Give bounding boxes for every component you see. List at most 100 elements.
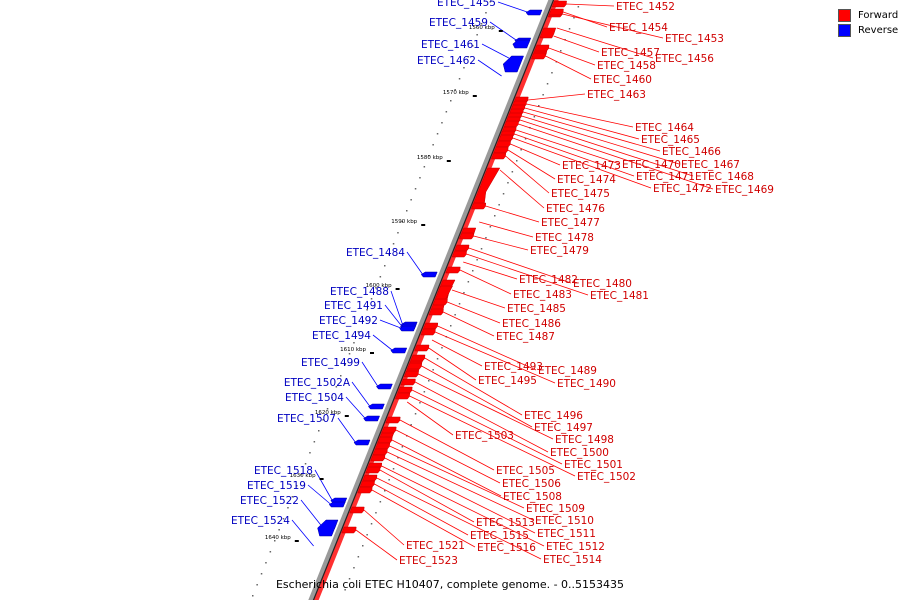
reverse-gene-feature[interactable] <box>420 271 438 278</box>
forward-gene-label[interactable]: ETEC_1496 <box>524 410 583 422</box>
forward-gene-label[interactable]: ETEC_1483 <box>513 289 572 301</box>
forward-gene-label[interactable]: ETEC_1454 <box>609 22 668 34</box>
forward-gene-label[interactable]: ETEC_1472 <box>653 183 712 195</box>
forward-gene-feature[interactable] <box>385 416 401 424</box>
forward-gene-label[interactable]: ETEC_1474 <box>557 174 616 186</box>
forward-gene-label[interactable]: ETEC_1513 <box>476 517 535 529</box>
forward-gene-feature[interactable] <box>375 442 391 450</box>
legend-reverse[interactable]: Reverse <box>838 23 898 38</box>
forward-gene-feature[interactable] <box>365 466 381 474</box>
forward-gene-feature[interactable] <box>493 146 509 154</box>
forward-gene-feature[interactable] <box>498 134 514 142</box>
forward-gene-label[interactable]: ETEC_1482 <box>519 274 578 286</box>
forward-gene-label[interactable]: ETEC_1500 <box>550 447 609 459</box>
forward-gene-feature[interactable] <box>445 266 461 274</box>
reverse-gene-label[interactable]: ETEC_1461 <box>421 39 480 51</box>
forward-gene-label[interactable]: ETEC_1470 <box>622 159 681 171</box>
forward-gene-label[interactable]: ETEC_1523 <box>399 555 458 567</box>
reverse-gene-label[interactable]: ETEC_1518 <box>254 465 313 477</box>
reverse-gene-label[interactable]: ETEC_1524 <box>231 515 290 527</box>
reverse-gene-label[interactable]: ETEC_1492 <box>319 315 378 327</box>
forward-gene-feature[interactable] <box>548 8 564 16</box>
legend-forward[interactable]: Forward <box>838 8 898 23</box>
forward-gene-label[interactable]: ETEC_1479 <box>530 245 589 257</box>
reverse-gene-feature[interactable] <box>399 325 416 332</box>
forward-gene-label[interactable]: ETEC_1512 <box>546 541 605 553</box>
forward-gene-feature[interactable] <box>503 120 519 128</box>
reverse-gene-feature[interactable] <box>328 501 346 508</box>
forward-gene-label[interactable]: ETEC_1452 <box>616 1 675 13</box>
reverse-gene-feature[interactable] <box>368 403 385 410</box>
forward-gene-feature[interactable] <box>454 244 470 252</box>
forward-gene-label[interactable]: ETEC_1481 <box>590 290 649 302</box>
forward-gene-label[interactable]: ETEC_1495 <box>478 375 537 387</box>
forward-gene-label[interactable]: ETEC_1460 <box>593 74 652 86</box>
forward-gene-feature[interactable] <box>410 354 426 362</box>
reverse-gene-feature[interactable] <box>317 519 339 537</box>
forward-gene-feature[interactable] <box>539 27 557 39</box>
reverse-gene-label[interactable]: ETEC_1504 <box>285 392 344 404</box>
forward-gene-feature[interactable] <box>341 526 357 534</box>
forward-gene-label[interactable]: ETEC_1493 <box>484 361 543 373</box>
reverse-gene-label[interactable]: ETEC_1494 <box>312 330 371 342</box>
forward-gene-feature[interactable] <box>370 454 386 462</box>
forward-gene-label[interactable]: ETEC_1468 <box>695 171 754 183</box>
forward-gene-feature[interactable] <box>551 0 567 8</box>
forward-gene-label[interactable]: ETEC_1501 <box>564 459 623 471</box>
forward-gene-label[interactable]: ETEC_1486 <box>502 318 561 330</box>
forward-gene-label[interactable]: ETEC_1514 <box>543 554 602 566</box>
forward-gene-label[interactable]: ETEC_1505 <box>496 465 555 477</box>
forward-gene-label[interactable]: ETEC_1516 <box>477 542 536 554</box>
forward-gene-feature[interactable] <box>451 250 467 258</box>
forward-gene-feature[interactable] <box>459 232 475 240</box>
forward-gene-feature[interactable] <box>531 52 547 60</box>
forward-gene-label[interactable]: ETEC_1463 <box>587 89 646 101</box>
forward-gene-feature[interactable] <box>377 436 393 444</box>
reverse-gene-label[interactable]: ETEC_1459 <box>429 17 488 29</box>
forward-gene-label[interactable]: ETEC_1453 <box>665 33 724 45</box>
forward-gene-feature[interactable] <box>407 362 423 370</box>
reverse-gene-feature[interactable] <box>525 9 543 16</box>
forward-gene-label[interactable]: ETEC_1466 <box>662 146 721 158</box>
reverse-gene-label[interactable]: ETEC_1455 <box>437 0 496 9</box>
forward-gene-label[interactable]: ETEC_1489 <box>538 365 597 377</box>
forward-gene-feature[interactable] <box>420 328 436 336</box>
forward-gene-label[interactable]: ETEC_1497 <box>534 422 593 434</box>
reverse-gene-feature[interactable] <box>376 383 393 390</box>
reverse-gene-label[interactable]: ETEC_1522 <box>240 495 299 507</box>
forward-gene-feature[interactable] <box>491 152 507 160</box>
forward-gene-label[interactable]: ETEC_1485 <box>507 303 566 315</box>
reverse-gene-feature[interactable] <box>502 55 524 73</box>
forward-gene-label[interactable]: ETEC_1510 <box>535 515 594 527</box>
forward-gene-label[interactable]: ETEC_1469 <box>715 184 774 196</box>
forward-gene-feature[interactable] <box>432 298 448 306</box>
reverse-gene-label[interactable]: ETEC_1462 <box>417 55 476 67</box>
forward-gene-label[interactable]: ETEC_1487 <box>496 331 555 343</box>
reverse-gene-feature[interactable] <box>363 415 380 422</box>
forward-gene-label[interactable]: ETEC_1478 <box>535 232 594 244</box>
forward-gene-label[interactable]: ETEC_1471 <box>636 171 695 183</box>
forward-gene-feature[interactable] <box>372 448 388 456</box>
forward-gene-label[interactable]: ETEC_1458 <box>597 60 656 72</box>
reverse-gene-label[interactable]: ETEC_1491 <box>324 300 383 312</box>
forward-gene-feature[interactable] <box>381 426 397 434</box>
forward-gene-feature[interactable] <box>534 44 550 52</box>
forward-gene-label[interactable]: ETEC_1475 <box>551 188 610 200</box>
reverse-gene-feature[interactable] <box>512 39 531 49</box>
forward-gene-feature[interactable] <box>362 474 378 482</box>
forward-gene-label[interactable]: ETEC_1473 <box>562 160 621 172</box>
reverse-gene-label[interactable]: ETEC_1502A <box>284 377 351 389</box>
forward-gene-label[interactable]: ETEC_1467 <box>681 159 740 171</box>
forward-gene-label[interactable]: ETEC_1508 <box>503 491 562 503</box>
forward-gene-feature[interactable] <box>428 308 444 316</box>
forward-gene-label[interactable]: ETEC_1465 <box>641 134 700 146</box>
forward-gene-label[interactable]: ETEC_1490 <box>557 378 616 390</box>
forward-gene-feature[interactable] <box>471 167 501 209</box>
forward-gene-feature[interactable] <box>359 480 375 488</box>
forward-gene-feature[interactable] <box>357 486 373 494</box>
forward-gene-label[interactable]: ETEC_1515 <box>470 530 529 542</box>
forward-gene-label[interactable]: ETEC_1503 <box>455 430 514 442</box>
reverse-gene-feature[interactable] <box>353 439 371 446</box>
reverse-gene-label[interactable]: ETEC_1507 <box>277 413 336 425</box>
forward-gene-label[interactable]: ETEC_1509 <box>526 503 585 515</box>
